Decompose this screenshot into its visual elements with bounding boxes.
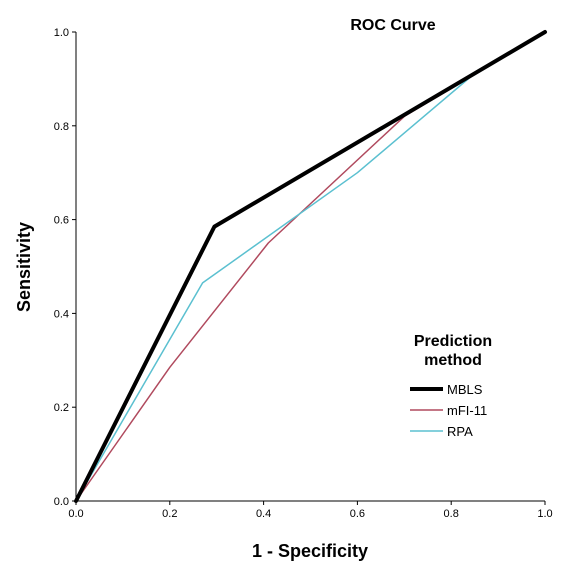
legend-label: MBLS [447, 382, 483, 397]
y-tick-label: 0.6 [54, 215, 69, 227]
legend-label: RPA [447, 424, 473, 439]
legend-title-line1: Prediction [414, 333, 492, 350]
x-tick-label: 0.4 [256, 508, 271, 520]
y-axis-title: Sensitivity [14, 222, 34, 312]
legend-title-line2: method [424, 352, 482, 369]
x-tick-label: 0.2 [162, 508, 177, 520]
y-tick-label: 0.2 [54, 402, 69, 414]
x-axis-title: 1 - Specificity [252, 541, 368, 561]
y-tick-label: 1.0 [54, 27, 69, 39]
x-tick-label: 0.8 [444, 508, 459, 520]
legend: Prediction method MBLS mFI-11 RPA [410, 333, 492, 439]
x-tick-label: 1.0 [537, 508, 552, 520]
x-tick-label: 0.6 [350, 508, 365, 520]
y-tick-label: 0.4 [54, 308, 69, 320]
series-line-mbls [74, 30, 547, 503]
x-tick-label: 0.0 [68, 508, 83, 520]
series-line-mfi-11 [75, 31, 546, 502]
y-tick-label: 0.0 [54, 496, 69, 508]
legend-label: mFI-11 [447, 403, 487, 418]
chart-title: ROC Curve [350, 17, 435, 34]
y-tick-label: 0.8 [54, 121, 69, 133]
series-line-rpa [75, 31, 546, 502]
